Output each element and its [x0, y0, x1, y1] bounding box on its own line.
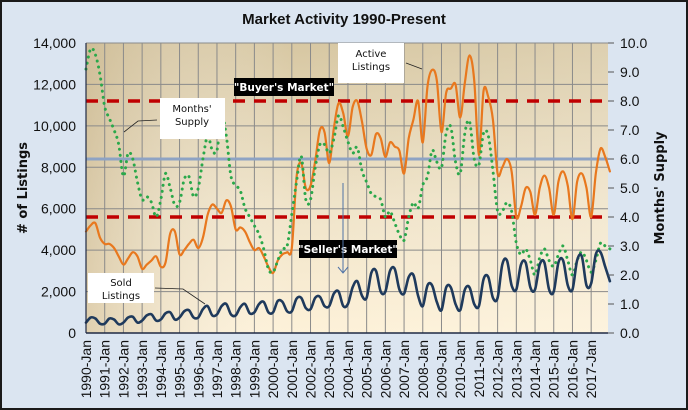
- x-tick-label: 1992-Jan: [115, 340, 131, 398]
- x-tick-label: 2003-Jan: [321, 340, 337, 398]
- x-tick-label: 1993-Jan: [134, 340, 150, 398]
- x-tick-label: 1998-Jan: [228, 340, 244, 398]
- y2-tick-label: 9.0: [620, 64, 640, 80]
- y2-tick-label: 4.0: [620, 209, 640, 225]
- x-tick-label: 2005-Jan: [359, 340, 375, 398]
- buyers-market-text: "Buyer's Market": [234, 82, 334, 94]
- x-tick-label: 1999-Jan: [246, 340, 262, 398]
- sellers-market-text: "Seller's Market": [298, 244, 398, 256]
- x-tick-label: 2001-Jan: [284, 340, 300, 398]
- y-tick-label: 2,000: [41, 284, 76, 300]
- x-tick-label: 2012-Jan: [490, 340, 506, 398]
- y2-tick-label: 2.0: [620, 267, 640, 283]
- y2-tick-label: 6.0: [620, 151, 640, 167]
- y-tick-label: 6,000: [41, 201, 76, 217]
- active-callout-line1: Active: [356, 49, 387, 60]
- y-axis-label: # of Listings: [16, 142, 31, 234]
- x-tick-label: 2016-Jan: [565, 340, 581, 398]
- x-tick-label: 1997-Jan: [209, 340, 225, 398]
- x-tick-label: 1996-Jan: [190, 340, 206, 398]
- chart-title: Market Activity 1990-Present: [242, 11, 446, 28]
- x-tick-label: 2008-Jan: [415, 340, 431, 398]
- x-tick-label: 2006-Jan: [377, 340, 393, 398]
- x-axis-ticks: 1990-Jan 1991-Jan 1992-Jan 1993-Jan 1994-Jan…: [78, 340, 599, 398]
- x-tick-label: 2017-Jan: [583, 340, 599, 398]
- active-callout-line2: Listings: [352, 62, 390, 73]
- y2-tick-label: 3.0: [620, 238, 640, 254]
- series-active-listings: [84, 54, 611, 275]
- x-tick-label: 1991-Jan: [97, 340, 113, 398]
- x-tick-label: 2014-Jan: [527, 340, 543, 398]
- x-tick-label: 2004-Jan: [340, 340, 356, 398]
- y2-tick-label: 5.0: [620, 180, 640, 196]
- y-tick-label: 4,000: [41, 242, 76, 258]
- y-tick-label: 12,000: [33, 76, 76, 92]
- right-axis-ticks: 0.0 1.0 2.0 3.0 4.0 5.0 6.0 7.0 8.0 9.0 10.0: [608, 35, 647, 341]
- y-tick-label: 0: [68, 325, 76, 341]
- left-axis-ticks: 0 2,000 4,000 6,000 8,000 10,000 12,000 14,000: [33, 35, 76, 341]
- y2-tick-label: 0.0: [620, 325, 640, 341]
- x-tick-label: 2013-Jan: [508, 340, 524, 398]
- series-sold-listings: [84, 249, 612, 326]
- plot-area-shade: [86, 43, 608, 333]
- buyers-market-label: "Buyer's Market": [234, 78, 334, 96]
- sold-callout-line2: Listings: [102, 291, 140, 302]
- months-supply-callout: Months' Supply: [123, 98, 225, 139]
- x-tick-label: 2009-Jan: [434, 340, 450, 398]
- y-tick-label: 10,000: [33, 118, 76, 134]
- x-tick-label: 1995-Jan: [172, 340, 188, 398]
- x-tick-label: 2011-Jan: [471, 340, 487, 397]
- months-callout-line2: Supply: [175, 117, 209, 128]
- y2-axis-label: Months' Supply: [653, 131, 668, 245]
- y2-tick-label: 10.0: [620, 35, 647, 51]
- y2-tick-label: 1.0: [620, 296, 640, 312]
- x-tick-label: 2015-Jan: [546, 340, 562, 398]
- y2-tick-label: 7.0: [620, 122, 640, 138]
- sold-callout-line1: Sold: [110, 278, 132, 289]
- sellers-market-arrow: [337, 183, 349, 274]
- y-tick-label: 8,000: [41, 159, 76, 175]
- series-group: [84, 46, 612, 326]
- x-tick-label: 2000-Jan: [265, 340, 281, 398]
- sellers-market-label: "Seller's Market": [298, 240, 398, 258]
- active-listings-callout: Active Listings: [338, 43, 423, 83]
- y2-tick-label: 8.0: [620, 93, 640, 109]
- x-tick-label: 1994-Jan: [153, 340, 169, 398]
- x-tick-label: 2002-Jan: [303, 340, 319, 398]
- x-tick-label: 1990-Jan: [78, 340, 94, 398]
- months-callout-line1: Months': [172, 104, 211, 115]
- x-tick-label: 2007-Jan: [396, 340, 412, 398]
- x-tick-label: 2010-Jan: [452, 340, 468, 398]
- series-months-supply: [84, 46, 612, 277]
- y-tick-label: 14,000: [33, 35, 76, 51]
- sold-listings-callout: Sold Listings: [88, 273, 206, 305]
